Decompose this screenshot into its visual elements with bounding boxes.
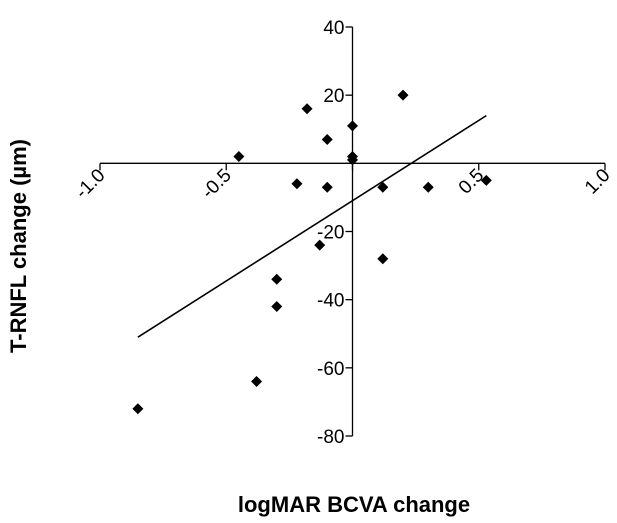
data-point: [397, 89, 409, 101]
y-tick-label: -20: [317, 223, 344, 244]
data-point: [377, 181, 389, 193]
x-tick-label: -0.5: [198, 165, 236, 203]
data-point: [271, 300, 283, 312]
data-points-group: [132, 89, 492, 415]
data-point: [422, 181, 434, 193]
data-point: [377, 253, 389, 265]
x-tick-label: 0.5: [455, 165, 489, 199]
x-axis-title: logMAR BCVA change: [238, 492, 470, 517]
data-point: [233, 151, 245, 163]
data-point: [301, 103, 313, 115]
data-point: [271, 273, 283, 285]
data-point: [347, 120, 358, 132]
trendline: [137, 114, 487, 338]
data-point: [251, 375, 263, 387]
data-point: [480, 174, 492, 186]
y-tick-label: 20: [323, 86, 344, 107]
data-point: [321, 133, 333, 145]
y-tick-label: -40: [317, 291, 344, 312]
x-tick-label: -1.0: [72, 165, 110, 203]
y-axis-title: T-RNFL change (µm): [6, 139, 31, 353]
data-point: [291, 178, 303, 190]
y-tick-label: 40: [323, 18, 344, 39]
axes-group: [99, 26, 606, 437]
data-point: [132, 403, 144, 415]
trendline-group: [137, 114, 487, 338]
data-point: [314, 239, 326, 251]
tick-labels-group: -1.0 -0.5 0.5 1.0 -80 -60 -40 -20 20 40: [72, 18, 615, 448]
data-point: [321, 181, 333, 193]
x-tick-label: 1.0: [581, 165, 615, 199]
y-tick-label: -60: [317, 359, 344, 380]
data-point: [347, 154, 358, 166]
y-tick-label: -80: [317, 427, 344, 448]
